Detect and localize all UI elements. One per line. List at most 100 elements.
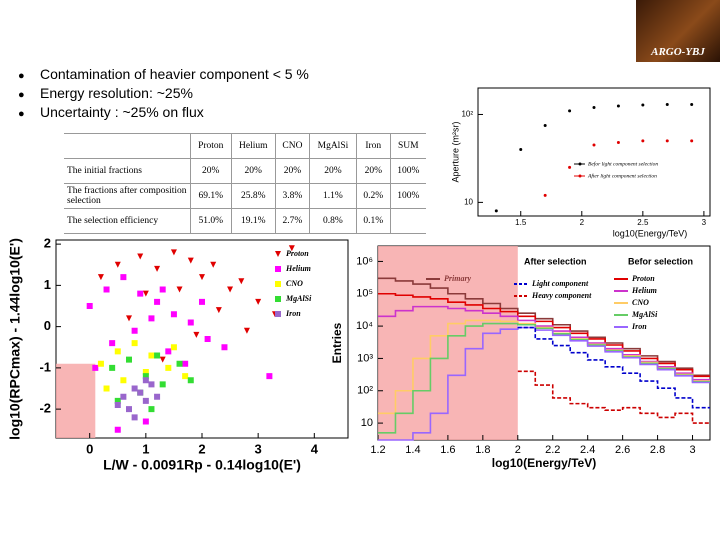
point	[131, 385, 138, 392]
point	[199, 274, 205, 281]
point	[665, 139, 669, 143]
histogram-line	[378, 319, 710, 415]
point	[238, 278, 245, 285]
legend-marker	[275, 281, 281, 287]
x-tick-label: 1.2	[370, 444, 385, 456]
legend-label: Heavy component	[531, 291, 592, 300]
point	[154, 352, 161, 359]
y-tick-label: 0	[44, 318, 51, 333]
x-tick-label: 2.5	[637, 218, 649, 227]
point	[126, 315, 132, 322]
fractions-table: Proton Helium CNO MgAlSi Iron SUM The initial …	[64, 133, 426, 234]
point	[142, 369, 149, 375]
point	[568, 109, 572, 113]
plot-area	[55, 239, 349, 439]
legend-label: Iron	[631, 322, 647, 331]
point	[148, 352, 155, 359]
point	[142, 397, 149, 404]
legend-label: MgAlSi	[285, 294, 312, 303]
point	[165, 348, 172, 355]
point	[142, 373, 149, 380]
x-tick-label: 1	[142, 441, 149, 456]
y-axis-label: Aperture (m²sr)	[450, 121, 460, 182]
table-cell: 3.8%	[274, 183, 310, 209]
legend-label: Helium	[631, 286, 657, 295]
y-tick-label: -2	[39, 401, 51, 416]
point	[154, 393, 161, 400]
point	[131, 340, 138, 347]
point	[114, 397, 121, 404]
legend-label: Proton	[632, 274, 655, 283]
point	[142, 377, 149, 384]
point	[592, 143, 596, 147]
legend-header: After selection	[524, 256, 587, 266]
point	[592, 106, 596, 110]
histogram-line	[378, 277, 710, 377]
table-cell: 0.2%	[356, 183, 391, 209]
point	[131, 414, 138, 421]
table-row: The fractions after composition selectio…	[64, 183, 426, 209]
table-cell: The initial fractions	[64, 158, 191, 184]
point	[97, 360, 104, 367]
point	[255, 298, 262, 305]
legend-label: Befor light component selection	[588, 160, 658, 167]
point	[103, 286, 110, 293]
table-cell: 20%	[230, 158, 276, 184]
point	[137, 253, 144, 260]
point	[109, 340, 116, 347]
point	[165, 364, 172, 371]
point	[114, 402, 121, 408]
point	[109, 364, 116, 371]
x-tick-label: 2.2	[545, 444, 560, 456]
point	[114, 348, 121, 355]
histogram-line	[378, 305, 710, 381]
bullet: Energy resolution: ~25%	[18, 85, 309, 104]
point	[97, 274, 104, 281]
point	[568, 165, 572, 169]
x-tick-label: 2	[198, 441, 205, 456]
legend-label: Helium	[285, 264, 311, 273]
point	[690, 102, 694, 106]
x-tick-label: 2	[515, 444, 521, 456]
x-tick-label: 2.4	[580, 444, 595, 456]
y-tick-label: 10	[361, 417, 373, 429]
point	[288, 245, 295, 252]
legend-label: Proton	[286, 249, 309, 258]
x-axis-label: L/W - 0.0091Rp - 0.14log10(E')	[103, 457, 301, 473]
table-row: The initial fractions 20% 20% 20% 20% 20% 100%	[64, 158, 426, 184]
table-cell: 20%	[190, 158, 232, 184]
point	[159, 381, 166, 388]
point	[243, 327, 250, 334]
histogram-line	[378, 322, 710, 434]
bullet: Contamination of heavier component < 5 %	[18, 66, 309, 85]
table-header-cell: SUM	[389, 133, 426, 159]
x-tick-label: 2	[580, 218, 585, 227]
point	[616, 104, 620, 108]
point	[199, 298, 205, 305]
legend-label: Iron	[285, 309, 301, 318]
histogram-line	[517, 326, 710, 409]
x-tick-label: 4	[311, 441, 319, 456]
bullet-list: Contamination of heavier component < 5 %…	[18, 66, 309, 123]
legend-label: After light component selection	[587, 172, 657, 179]
table-cell: 100%	[389, 183, 426, 209]
point	[519, 147, 523, 151]
x-tick-label: 1.4	[405, 444, 420, 456]
point	[148, 406, 155, 413]
y-tick-label: 1	[44, 277, 51, 292]
point	[170, 344, 177, 351]
legend-marker	[578, 174, 582, 178]
point	[86, 303, 93, 309]
table-cell: 0.1%	[356, 208, 391, 234]
point	[92, 364, 99, 371]
y-tick-label: 10	[464, 197, 473, 206]
point	[182, 360, 189, 367]
legend-label: Primary	[444, 274, 472, 283]
legend-marker	[275, 266, 281, 272]
point	[148, 381, 155, 388]
histogram-line	[378, 292, 710, 378]
point	[126, 406, 132, 413]
table-header-cell: Iron	[356, 133, 391, 159]
